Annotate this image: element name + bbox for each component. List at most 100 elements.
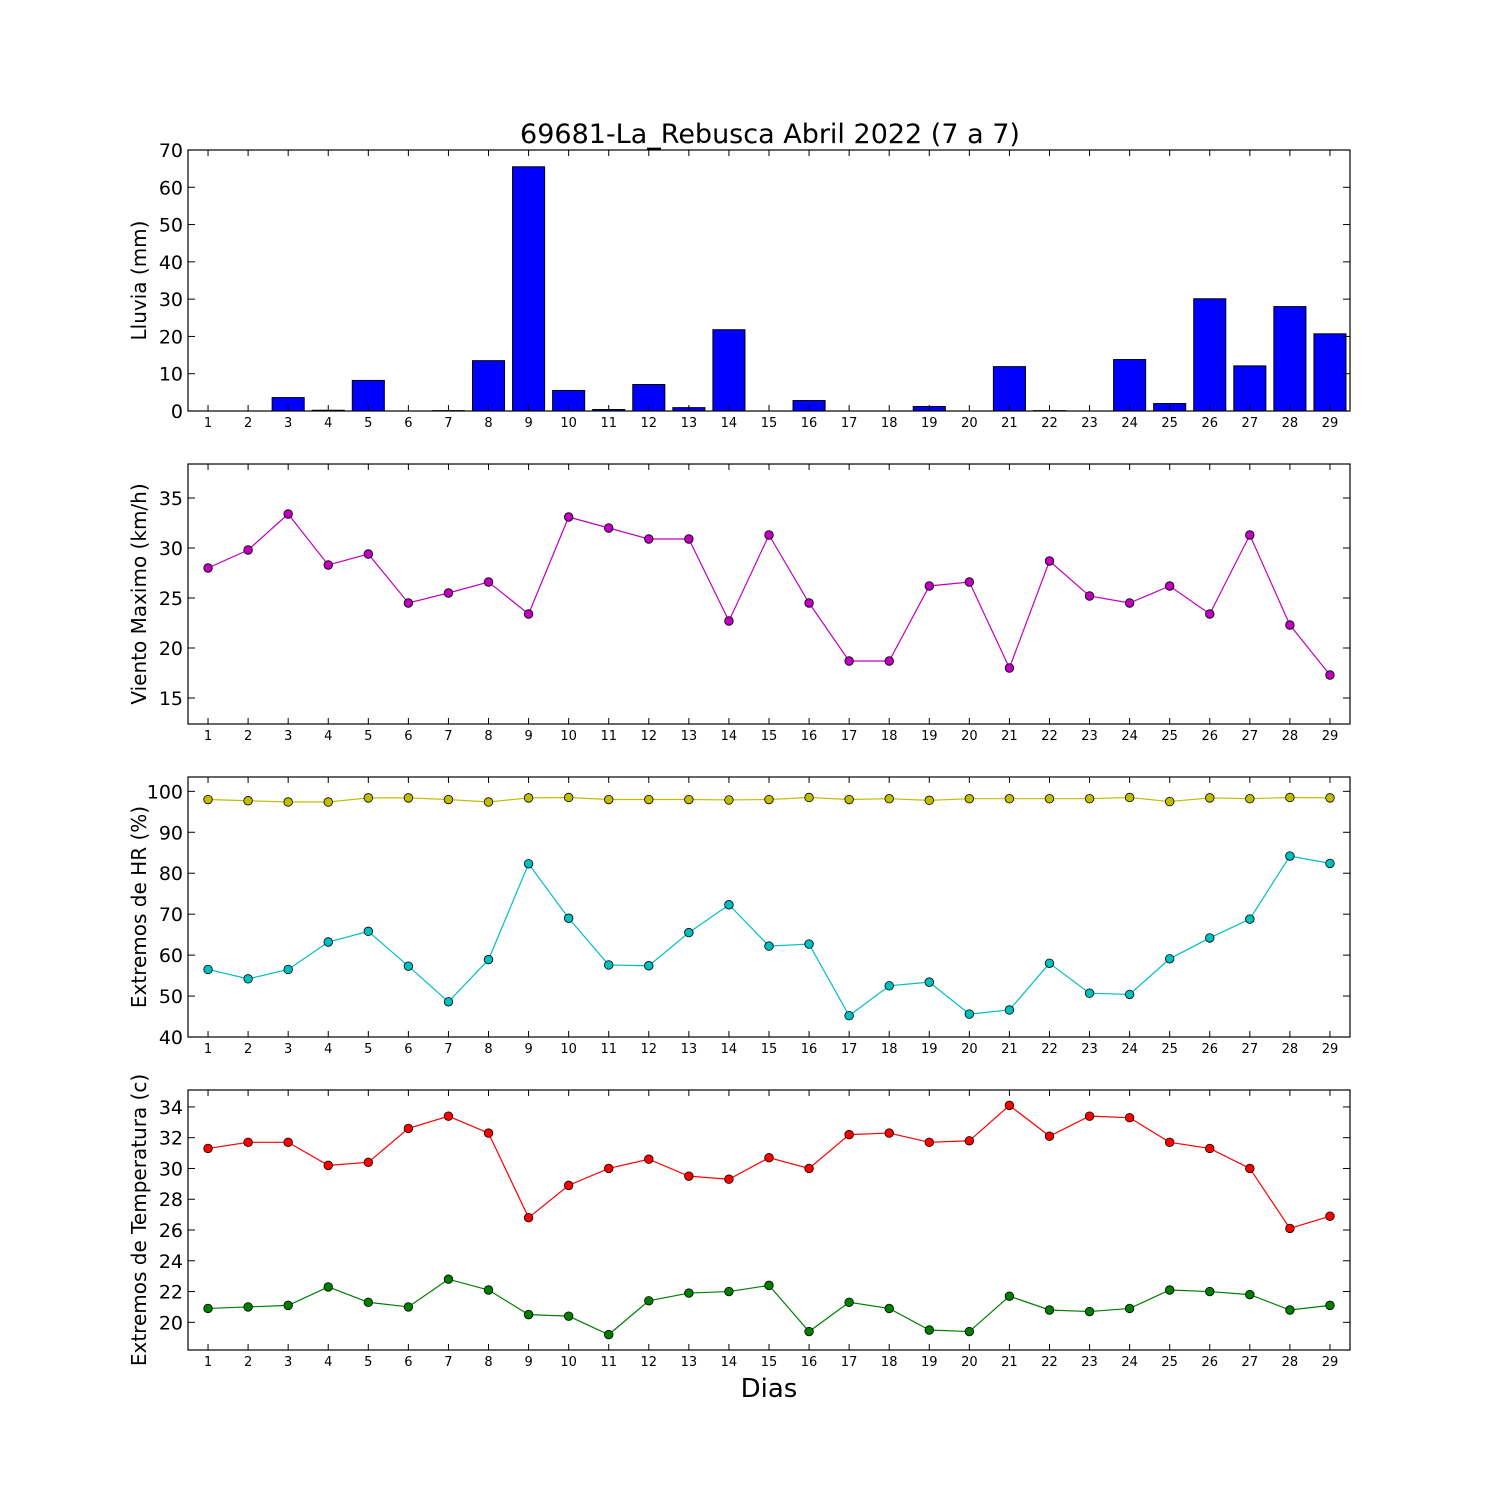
x-tick-label: 14 (721, 1042, 738, 1057)
data-point (1124, 1112, 1135, 1123)
x-tick-label: 21 (1001, 1355, 1018, 1370)
x-tick-label: 28 (1282, 1355, 1299, 1370)
data-point (483, 1285, 494, 1295)
data-point (403, 961, 414, 971)
data-point (844, 1011, 854, 1021)
x-tick-label: 24 (1121, 729, 1138, 744)
data-point (604, 1329, 614, 1340)
x-tick-label: 25 (1161, 1042, 1178, 1057)
data-point (724, 616, 734, 626)
x-tick-label: 1 (204, 416, 212, 431)
data-point (523, 793, 534, 803)
x-tick-label: 17 (841, 729, 858, 744)
data-point (1004, 1291, 1015, 1301)
data-point (1245, 1163, 1255, 1174)
data-point (604, 794, 614, 805)
data-point (804, 939, 814, 949)
data-point (804, 1326, 814, 1337)
axes-frame (187, 1089, 1351, 1351)
x-tick-label: 27 (1242, 416, 1259, 431)
data-point (1164, 581, 1175, 591)
x-tick-label: 29 (1322, 416, 1339, 431)
data-point (243, 796, 253, 806)
y-tick-label: 50 (159, 215, 183, 237)
data-point (203, 794, 213, 805)
x-tick-label: 19 (921, 416, 938, 431)
data-point (443, 1111, 454, 1121)
x-tick-label: 4 (324, 1355, 332, 1370)
x-tick-label: 9 (524, 1042, 532, 1057)
y-tick-label: 20 (159, 638, 183, 660)
x-tick-label: 3 (284, 1042, 292, 1057)
data-point (764, 794, 774, 805)
x-tick-label: 6 (404, 1042, 412, 1057)
x-tick-label: 17 (841, 416, 858, 431)
x-tick-label: 1 (204, 1355, 212, 1370)
x-tick-label: 24 (1121, 1355, 1138, 1370)
y-tick-label: 30 (159, 289, 183, 311)
bar (1233, 365, 1267, 412)
data-point (924, 581, 934, 591)
x-tick-label: 29 (1322, 1042, 1339, 1057)
data-point (1205, 933, 1215, 943)
bar (1193, 298, 1227, 412)
x-tick-label: 15 (761, 1042, 778, 1057)
data-point (1325, 670, 1335, 680)
data-point (1245, 530, 1255, 540)
data-point (1124, 989, 1135, 1000)
x-tick-label: 24 (1121, 1042, 1138, 1057)
data-point (884, 1303, 894, 1314)
data-point (563, 913, 574, 923)
data-point (724, 1286, 734, 1297)
x-tick-label: 28 (1282, 729, 1299, 744)
data-point (724, 795, 734, 805)
y-tick-label: 25 (159, 588, 183, 610)
data-point (644, 1296, 654, 1306)
y-tick-label: 10 (159, 364, 183, 386)
data-point (203, 1143, 213, 1154)
data-point (684, 534, 694, 544)
x-tick-label: 18 (881, 1042, 898, 1057)
x-tick-label: 16 (801, 1042, 818, 1057)
data-point (403, 793, 414, 803)
x-tick-label: 19 (921, 1355, 938, 1370)
x-tick-label: 23 (1081, 1355, 1098, 1370)
x-tick-label: 13 (681, 1355, 698, 1370)
data-point (403, 598, 414, 608)
y-tick-label: 32 (159, 1128, 183, 1150)
y-tick-label: 80 (159, 863, 183, 885)
data-point (1245, 914, 1255, 924)
x-tick-label: 3 (284, 416, 292, 431)
x-tick-label: 3 (284, 729, 292, 744)
data-point (323, 560, 333, 570)
x-tick-label: 20 (961, 729, 978, 744)
x-tick-label: 10 (560, 1355, 577, 1370)
x-tick-label: 27 (1242, 1355, 1259, 1370)
data-point (1004, 794, 1015, 804)
data-point (1285, 620, 1295, 630)
series-line-1 (207, 1104, 1331, 1230)
data-point (1124, 1303, 1135, 1314)
y-tick-label: 40 (159, 1027, 183, 1049)
y-tick-label: 90 (159, 822, 183, 844)
x-tick-label: 22 (1041, 416, 1058, 431)
x-tick-label: 19 (921, 729, 938, 744)
x-tick-label: 22 (1041, 1355, 1058, 1370)
axes-frame (187, 463, 1351, 725)
bar (1313, 333, 1347, 412)
data-point (1325, 1211, 1335, 1221)
data-point (764, 1280, 774, 1291)
x-tick-label: 17 (841, 1355, 858, 1370)
series-line-2 (207, 855, 1331, 1017)
data-point (804, 598, 814, 608)
x-tick-label: 8 (484, 1355, 492, 1370)
data-point (483, 577, 494, 587)
data-point (684, 794, 694, 805)
data-point (1044, 1305, 1055, 1315)
x-tick-label: 24 (1121, 416, 1138, 431)
x-tick-label: 12 (641, 729, 658, 744)
x-tick-label: 15 (761, 416, 778, 431)
x-tick-label: 10 (560, 1042, 577, 1057)
